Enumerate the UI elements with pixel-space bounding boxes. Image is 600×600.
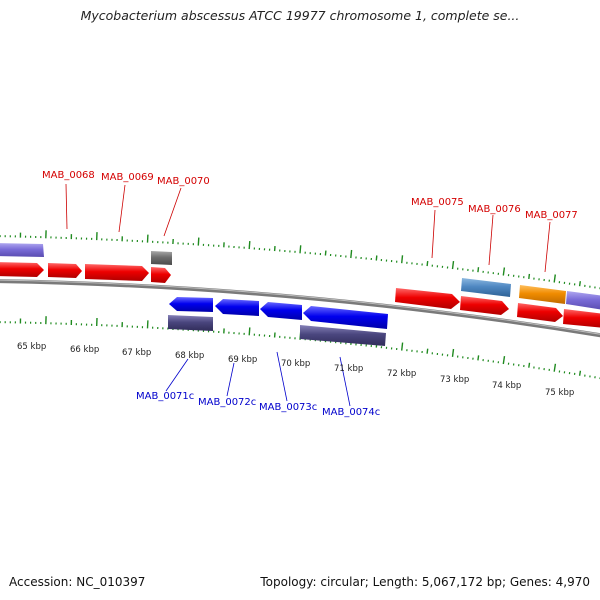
kbp-label-72: 72 kbp [387, 369, 416, 379]
scale-tick [299, 245, 302, 254]
leader-line-mab-0074c [339, 356, 351, 407]
kbp-label-65: 65 kbp [17, 342, 46, 352]
gene-label-mab-0068[interactable]: MAB_0068 [42, 170, 95, 181]
scale-tick [401, 255, 404, 264]
kbp-label-70: 70 kbp [281, 359, 310, 369]
scale-tick [426, 348, 429, 354]
scale-tick [477, 267, 480, 273]
scale-tick [451, 261, 455, 270]
genome-summary: Topology: circular; Length: 5,067,172 bp… [260, 575, 590, 589]
scale-tick [528, 362, 531, 368]
gene-arrow-mab-0070[interactable] [85, 264, 149, 281]
leader-line-mab-0073c [276, 351, 288, 402]
gene-arrow-mab-0076[interactable] [460, 296, 509, 315]
leader-line-mab-0077 [544, 221, 551, 273]
scale-tick [477, 355, 480, 361]
scale-tick [502, 355, 506, 365]
gene-arrow-slate-left[interactable] [0, 243, 44, 257]
gene-label-mab-0077[interactable]: MAB_0077 [525, 210, 578, 221]
kbp-label-74: 74 kbp [492, 381, 521, 391]
scale-tick [401, 342, 404, 351]
gene-arrow-mab-0071c[interactable] [169, 297, 213, 312]
scale-tick [502, 267, 506, 276]
kbp-label-69: 69 kbp [228, 355, 257, 365]
gene-label-mab-0072c[interactable]: MAB_0072c [198, 397, 256, 408]
scale-tick [553, 274, 556, 283]
gene-arrow-mab-0075[interactable] [395, 288, 460, 309]
scale-tick [528, 273, 531, 279]
gene-label-mab-0073c[interactable]: MAB_0073c [259, 402, 317, 413]
gene-label-mab-0070[interactable]: MAB_0070 [157, 176, 210, 187]
leader-line-mab-0075 [431, 209, 436, 259]
leader-line-mab-0070 [163, 187, 182, 237]
gene-label-mab-0076[interactable]: MAB_0076 [468, 204, 521, 215]
gene-arrow-mab-0072c[interactable] [215, 299, 259, 316]
map-title: Mycobacterium abscessus ATCC 19977 chrom… [80, 8, 520, 23]
accession-info: Accession: NC_010397 [9, 575, 146, 589]
gene-label-mab-0074c[interactable]: MAB_0074c [322, 407, 380, 418]
gene-arrow-mab-0073c[interactable] [260, 302, 302, 320]
leader-line-mab-0068 [65, 183, 68, 230]
gene-arrow-right-edge[interactable] [563, 309, 600, 328]
scale-tick [350, 249, 353, 259]
scale-tick [375, 255, 378, 261]
scale-tick [578, 281, 581, 287]
gene-box-navy-mab-0071c[interactable] [168, 315, 213, 331]
kbp-label-68: 68 kbp [175, 351, 204, 361]
scale-tick [553, 363, 557, 372]
leader-line-mab-0072c [226, 362, 235, 397]
gene-arrow-mab-0068[interactable] [0, 262, 44, 277]
chromosome-backbone-highlight [0, 279, 600, 335]
leader-line-mab-0069 [118, 184, 126, 233]
scale-tick [248, 327, 251, 336]
scale-tick [197, 237, 200, 246]
gene-arrow-mab-0077[interactable] [517, 303, 563, 322]
gene-label-mab-0075[interactable]: MAB_0075 [411, 197, 464, 208]
gene-arrow-mab-0069[interactable] [48, 263, 82, 278]
gene-box-steel-mab-0076[interactable] [461, 278, 511, 297]
kbp-label-75: 75 kbp [545, 388, 574, 398]
chromosome-backbone [0, 279, 600, 338]
kbp-label-67: 67 kbp [122, 348, 151, 358]
kbp-label-71: 71 kbp [334, 364, 363, 374]
scale-tick [248, 241, 251, 250]
gene-label-mab-0069[interactable]: MAB_0069 [101, 172, 154, 183]
leader-line-mab-0071c [165, 358, 189, 392]
scale-tick [426, 261, 429, 267]
scale-tick [451, 348, 455, 357]
gene-arrow-mab-0074c[interactable] [303, 306, 388, 329]
gene-box-orange-mab-0077[interactable] [519, 285, 566, 304]
kbp-label-73: 73 kbp [440, 375, 469, 385]
tick-rail-top [0, 230, 600, 290]
gene-box-gray-mab-0070[interactable] [151, 251, 172, 265]
scale-tick [324, 250, 327, 256]
gene-arrow-small-red[interactable] [151, 267, 171, 283]
gene-label-mab-0071c[interactable]: MAB_0071c [136, 391, 194, 402]
gene-box-navy-mab-0074c[interactable] [300, 325, 386, 346]
leader-line-mab-0076 [488, 214, 494, 266]
scale-tick [578, 370, 582, 376]
kbp-label-66: 66 kbp [70, 345, 99, 355]
gene-box-slate-right[interactable] [566, 291, 600, 310]
